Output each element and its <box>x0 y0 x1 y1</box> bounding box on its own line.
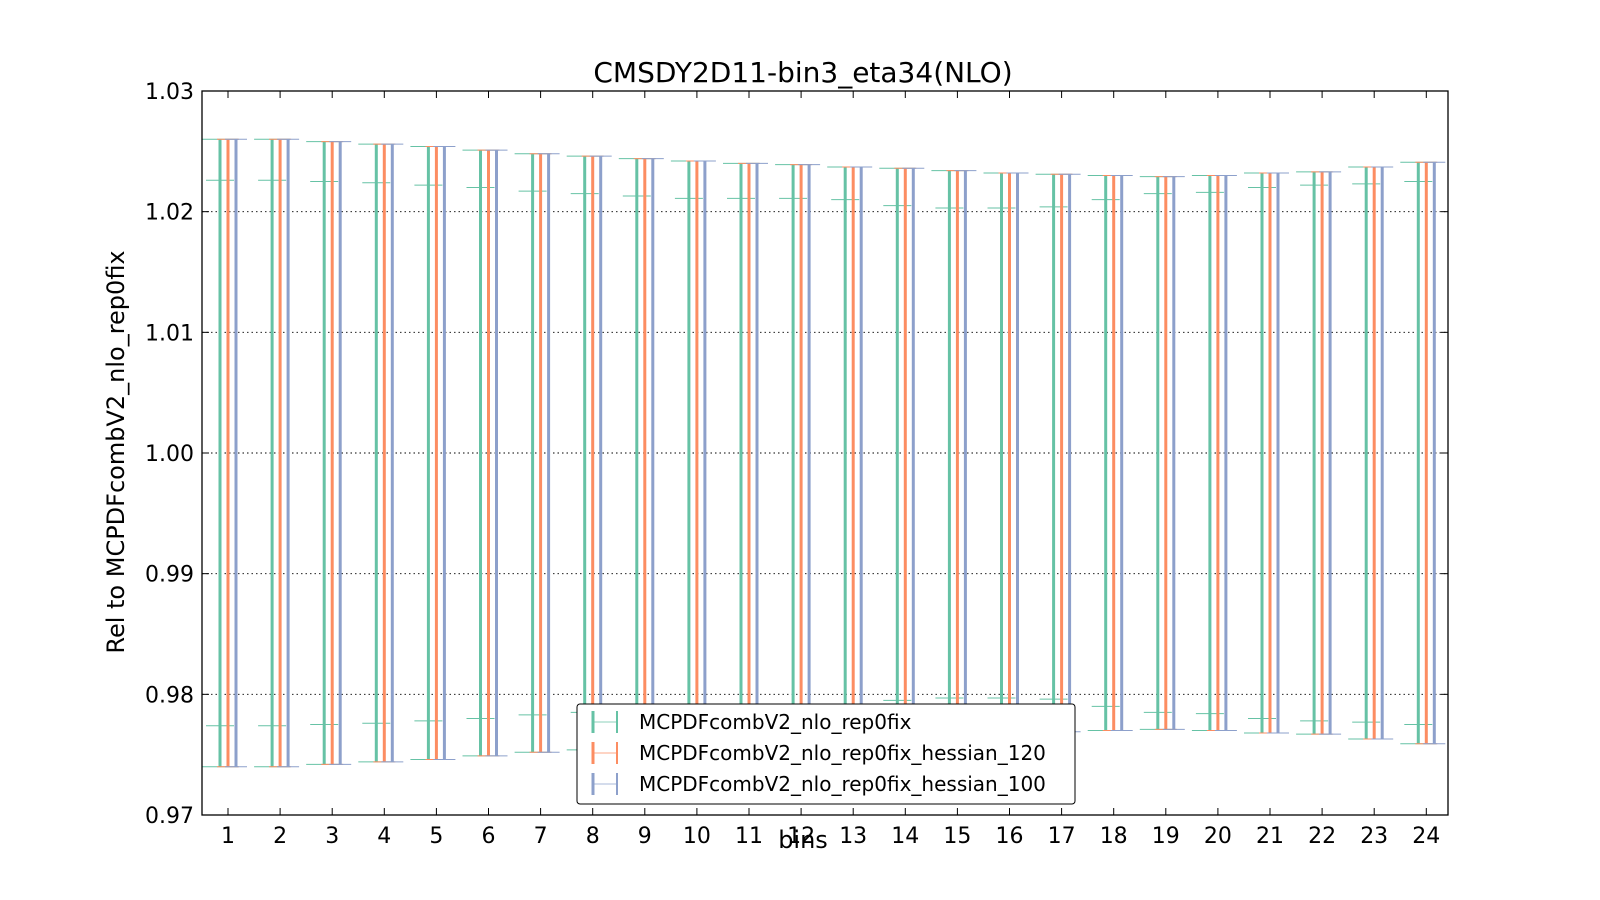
x-axis-label: bins <box>778 826 828 854</box>
x-tick-label: 22 <box>1308 824 1336 849</box>
y-tick-label: 0.99 <box>145 563 194 588</box>
x-tick-label: 4 <box>377 824 391 849</box>
series-1 <box>202 138 1437 768</box>
y-tick-label: 1.02 <box>145 201 194 226</box>
x-tick-label: 8 <box>586 824 600 849</box>
x-tick-label: 7 <box>534 824 548 849</box>
legend-box <box>576 703 1076 805</box>
x-tick-label: 10 <box>683 824 711 849</box>
y-axis-label: Rel to MCPDFcombV2_nlo_rep0fix <box>102 250 130 653</box>
x-tick-label: 16 <box>996 824 1024 849</box>
grid-lines <box>202 211 1448 695</box>
y-tick-label: 1.01 <box>145 321 194 346</box>
axis-ticks: 0.970.980.991.001.011.021.031 2 3 4 5 6 7 8 9 10 1… <box>145 80 1448 849</box>
x-tick-label: 13 <box>839 824 867 849</box>
legend-label: MCPDFcombV2_nlo_rep0fix_hessian_120 <box>639 741 1046 765</box>
y-tick-label: 0.97 <box>145 804 194 829</box>
x-tick-label: 14 <box>891 824 919 849</box>
series-layer <box>202 138 1446 768</box>
legend-entry: MCPDFcombV2_nlo_rep0fix <box>591 710 912 734</box>
x-tick-label: 23 <box>1360 824 1388 849</box>
x-tick-label: 19 <box>1152 824 1180 849</box>
series-3 <box>225 138 1446 768</box>
x-tick-label: 17 <box>1048 824 1076 849</box>
legend: MCPDFcombV2_nlo_rep0fix MCPDFcombV2_nlo_r… <box>576 703 1076 805</box>
x-tick-label: 15 <box>943 824 971 849</box>
x-tick-label: 12 <box>787 824 815 849</box>
series-2 <box>217 138 1438 768</box>
x-tick-label: 3 <box>325 824 339 849</box>
legend-label: MCPDFcombV2_nlo_rep0fix <box>639 710 912 734</box>
x-tick-label: 6 <box>482 824 496 849</box>
x-tick-label: 18 <box>1100 824 1128 849</box>
x-tick-label: 21 <box>1256 824 1284 849</box>
y-tick-label: 0.98 <box>145 683 194 708</box>
y-tick-label: 1.00 <box>145 442 194 467</box>
y-tick-label: 1.03 <box>145 80 194 105</box>
legend-entry: MCPDFcombV2_nlo_rep0fix_hessian_100 <box>591 772 1046 796</box>
legend-entry: MCPDFcombV2_nlo_rep0fix_hessian_120 <box>591 741 1046 765</box>
chart-title: CMSDY2D11-bin3_eta34(NLO) <box>593 56 1012 89</box>
x-tick-label: 24 <box>1412 824 1440 849</box>
legend-label: MCPDFcombV2_nlo_rep0fix_hessian_100 <box>639 772 1046 796</box>
x-tick-label: 5 <box>429 824 443 849</box>
x-tick-label: 20 <box>1204 824 1232 849</box>
x-tick-label: 9 <box>638 824 652 849</box>
x-tick-label: 2 <box>273 824 287 849</box>
x-tick-label: 11 <box>735 824 763 849</box>
x-tick-label: 1 <box>221 824 235 849</box>
